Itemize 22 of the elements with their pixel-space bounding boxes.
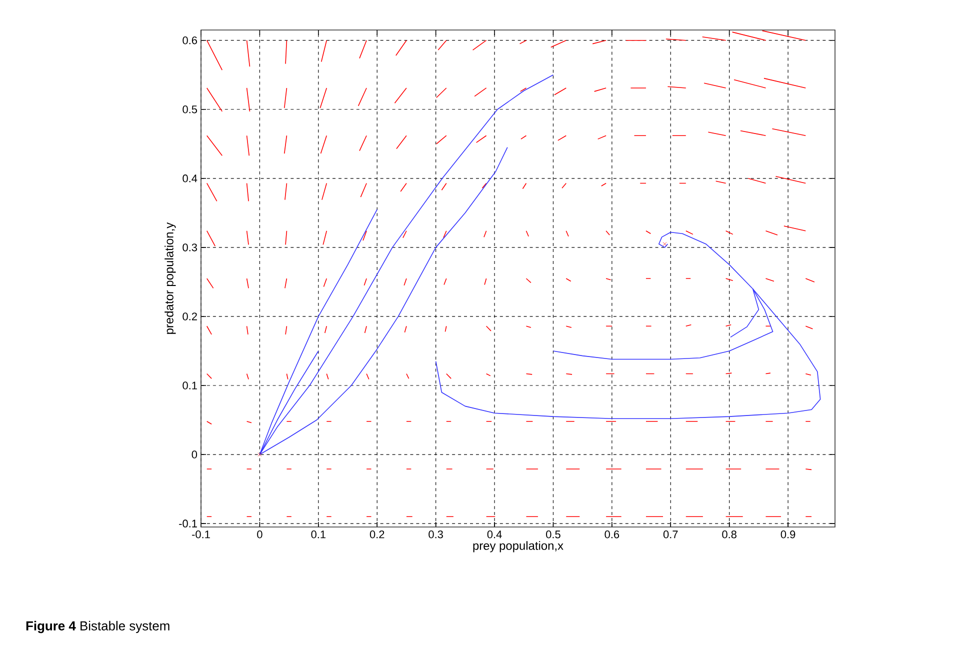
y-tick-label: 0	[192, 450, 198, 458]
x-tick-label: 0.2	[370, 530, 384, 538]
x-axis-title: prey population,x	[473, 541, 564, 552]
x-tick-label: 0.1	[311, 530, 326, 538]
x-tick-label: 0.9	[780, 530, 796, 538]
y-tick-label: 0.4	[182, 174, 198, 182]
y-tick-label: 0.2	[182, 312, 197, 320]
x-tick-label: 0.5	[546, 530, 560, 538]
y-tick-label: 0.3	[182, 244, 197, 252]
y-axis-title: predator population,y	[164, 222, 176, 334]
x-tick-label: 0.6	[604, 530, 620, 538]
x-tick-label: -0.1	[192, 530, 210, 538]
x-tick-label: 0.8	[722, 530, 736, 538]
x-tick-label: 0.3	[428, 530, 443, 538]
y-tick-label: 0.6	[182, 36, 197, 44]
x-tick-label: 0.7	[663, 530, 678, 538]
y-tick-label: 0.5	[182, 106, 198, 114]
x-tick-label: 0	[257, 530, 262, 538]
y-tick-label: 0.1	[182, 382, 197, 390]
y-tick-label: -0.1	[179, 520, 197, 528]
text: Figure 4 Bistable system	[26, 620, 170, 634]
x-tick-label: 0.4	[487, 530, 502, 538]
